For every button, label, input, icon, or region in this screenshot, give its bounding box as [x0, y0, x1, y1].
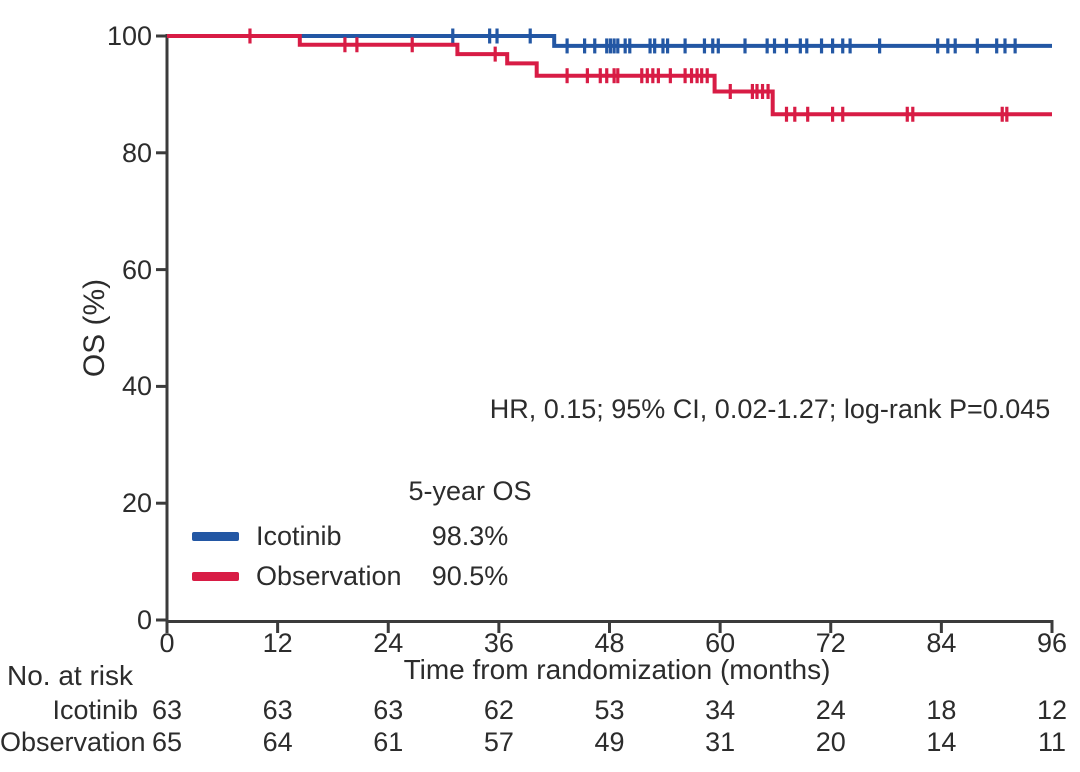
legend-header: 5-year OS [408, 476, 532, 506]
risk-table-title: No. at risk [7, 660, 134, 691]
y-axis-title: OS (%) [78, 278, 111, 378]
x-tick-label: 84 [926, 628, 957, 658]
y-tick-label: 80 [121, 137, 152, 168]
y-tick-label: 20 [121, 488, 152, 519]
hazard-ratio-annotation: HR, 0.15; 95% CI, 0.02-1.27; log-rank P=… [489, 394, 1051, 424]
x-tick-label: 36 [483, 628, 514, 658]
risk-count-icotinib: 53 [594, 695, 625, 725]
risk-count-icotinib: 62 [483, 695, 514, 725]
legend-label-icotinib: Icotinib [256, 521, 342, 551]
risk-count-icotinib: 63 [373, 695, 404, 725]
risk-count-icotinib: 12 [1036, 695, 1068, 725]
icotinib-line-swatch [192, 532, 239, 541]
risk-count-observation: 49 [594, 727, 625, 757]
y-tick-label: 0 [136, 605, 152, 635]
risk-count-observation: 64 [262, 727, 293, 757]
y-tick-label: 60 [121, 254, 152, 285]
risk-row-label-icotinib: Icotinib [52, 695, 138, 725]
x-tick-label: 60 [705, 628, 736, 658]
risk-count-observation: 11 [1037, 727, 1067, 757]
risk-count-observation: 14 [926, 727, 957, 757]
observation-line-swatch [192, 572, 239, 581]
x-tick-label: 24 [373, 628, 404, 658]
y-tick-label: 100 [106, 21, 152, 51]
risk-row-label-observation: Observation [0, 727, 146, 757]
x-tick-label: 12 [262, 628, 293, 658]
x-tick-label: 0 [159, 628, 175, 658]
risk-count-icotinib: 18 [926, 695, 957, 725]
risk-count-observation: 61 [373, 727, 404, 757]
risk-count-icotinib: 63 [151, 695, 183, 725]
risk-count-icotinib: 34 [705, 695, 736, 725]
x-tick-label: 48 [594, 628, 625, 658]
y-tick-label: 40 [121, 371, 152, 402]
risk-count-icotinib: 63 [262, 695, 293, 725]
x-axis-title: Time from randomization (months) [403, 654, 831, 685]
x-tick-label: 96 [1036, 628, 1068, 658]
risk-count-observation: 65 [151, 727, 183, 757]
legend-label-observation: Observation [256, 561, 402, 591]
risk-count-observation: 20 [815, 727, 846, 757]
observation-5yr-os-value: 90.5% [431, 561, 509, 591]
risk-count-observation: 31 [705, 727, 736, 757]
risk-count-observation: 57 [483, 727, 514, 757]
icotinib-5yr-os-value: 98.3% [431, 521, 509, 551]
risk-count-icotinib: 24 [815, 695, 846, 725]
x-tick-label: 72 [815, 628, 846, 658]
survival-curve-icotinib [167, 34, 1052, 48]
